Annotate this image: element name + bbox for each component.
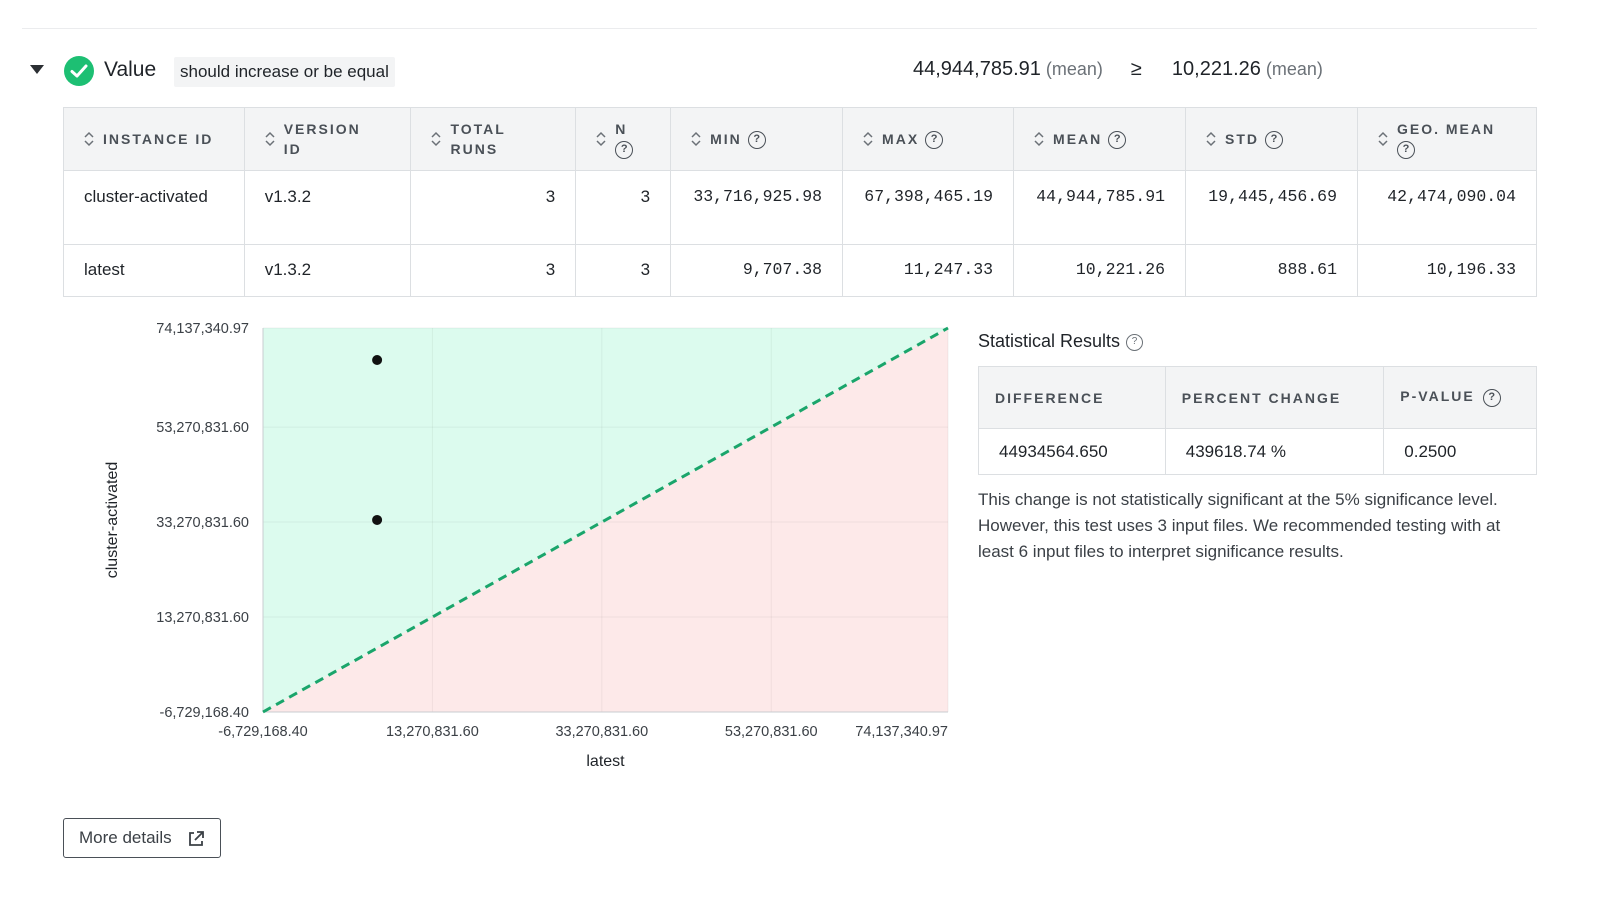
cell-n: 3: [575, 170, 672, 245]
stats-table: INSTANCE ID VERSION ID TOTAL RUNS N? MIN…: [63, 107, 1537, 297]
more-details-button[interactable]: More details: [63, 818, 221, 858]
cell-instance-id: cluster-activated: [63, 170, 245, 245]
x-tick-label: 13,270,831.60: [386, 724, 479, 740]
data-point: [372, 355, 383, 365]
cell-max: 67,398,465.19: [842, 170, 1015, 245]
col-percent-change: PERCENT CHANGE: [1165, 366, 1385, 429]
col-std[interactable]: STD?: [1185, 107, 1358, 171]
col-instance-id[interactable]: INSTANCE ID: [63, 107, 245, 171]
cell-mean: 10,221.26: [1013, 244, 1187, 297]
sort-icon: [596, 131, 606, 147]
cell-total-runs: 3: [410, 244, 577, 297]
sort-icon: [1378, 131, 1388, 147]
col-geo-mean[interactable]: GEO. MEAN?: [1357, 107, 1537, 171]
cell-geo-mean: 42,474,090.04: [1357, 170, 1537, 245]
help-icon[interactable]: ?: [1482, 388, 1501, 407]
sort-icon: [1206, 131, 1216, 147]
lhs-unit: (mean): [1045, 59, 1103, 79]
table-header-row: DIFFERENCE PERCENT CHANGE P-VALUE?: [978, 366, 1537, 429]
cell-n: 3: [575, 244, 672, 297]
significance-note: This change is not statistically signifi…: [978, 490, 1501, 561]
col-difference: DIFFERENCE: [978, 366, 1166, 429]
help-icon[interactable]: ?: [925, 131, 944, 150]
col-mean[interactable]: MEAN?: [1013, 107, 1187, 171]
collapse-caret-icon[interactable]: [30, 65, 44, 74]
statistical-results-title: Statistical Results?: [978, 331, 1144, 352]
y-tick-label: 13,270,831.60: [156, 610, 249, 626]
help-icon[interactable]: ?: [1397, 141, 1415, 160]
x-axis-label: latest: [586, 753, 625, 770]
help-icon[interactable]: ?: [1265, 131, 1284, 150]
table-row: 44934564.650 439618.74 % 0.2500: [978, 428, 1537, 475]
scatter-chart: 74,137,340.97 53,270,831.60 33,270,831.60 1…: [104, 321, 949, 770]
rhs-value: 10,221.26: [1171, 58, 1261, 80]
sort-icon: [863, 131, 873, 147]
comparison-summary: 44,944,785.91 (mean) ≥10,221.26 (mean): [913, 58, 1323, 81]
x-tick-label: 74,137,340.97: [855, 724, 948, 740]
cell-std: 19,445,456.69: [1185, 170, 1358, 245]
sort-icon: [84, 131, 94, 147]
cell-percent-change: 439618.74 %: [1165, 428, 1385, 475]
cell-min: 9,707.38: [670, 244, 844, 297]
table-row: latest v1.3.2 3 3 9,707.38 11,247.33 10,…: [63, 244, 1537, 297]
y-tick-label: 74,137,340.97: [156, 321, 249, 337]
cell-std: 888.61: [1185, 244, 1358, 297]
comparison-operator: ≥: [1130, 58, 1142, 80]
col-total-runs[interactable]: TOTAL RUNS: [410, 107, 577, 171]
external-link-icon: [189, 831, 204, 846]
col-min[interactable]: MIN?: [670, 107, 844, 171]
cell-min: 33,716,925.98: [670, 170, 844, 245]
help-icon[interactable]: ?: [1108, 131, 1127, 150]
col-version-id[interactable]: VERSION ID: [244, 107, 412, 171]
y-tick-label: -6,729,168.40: [160, 705, 250, 721]
col-max[interactable]: MAX?: [842, 107, 1015, 171]
cell-difference: 44934564.650: [978, 428, 1166, 475]
data-point: [372, 514, 383, 525]
help-icon[interactable]: ?: [615, 141, 634, 160]
x-tick-label: 53,270,831.60: [725, 724, 818, 740]
cell-version-id: v1.3.2: [244, 170, 412, 245]
cell-geo-mean: 10,196.33: [1357, 244, 1537, 297]
reference-line: [262, 326, 949, 714]
statistical-results-table: DIFFERENCE PERCENT CHANGE P-VALUE? 44934…: [978, 366, 1537, 475]
x-tick-label: -6,729,168.40: [218, 724, 308, 740]
cell-mean: 44,944,785.91: [1013, 170, 1187, 245]
col-n[interactable]: N?: [575, 107, 672, 171]
help-icon[interactable]: ?: [747, 131, 766, 150]
sort-icon: [1034, 131, 1044, 147]
y-tick-label: 53,270,831.60: [156, 420, 249, 436]
lhs-value: 44,944,785.91: [913, 58, 1041, 80]
condition-chip: should increase or be equal: [174, 57, 395, 87]
sort-icon: [691, 131, 701, 147]
cell-total-runs: 3: [410, 170, 577, 245]
table-header-row: INSTANCE ID VERSION ID TOTAL RUNS N? MIN…: [63, 107, 1537, 171]
sort-icon: [265, 131, 275, 147]
top-divider: [22, 28, 1537, 29]
table-row: cluster-activated v1.3.2 3 3 33,716,925.…: [63, 170, 1537, 245]
metric-header: Value should increase or be equal 44,944…: [28, 52, 1428, 92]
y-tick-label: 33,270,831.60: [156, 515, 249, 531]
x-tick-label: 33,270,831.60: [555, 724, 648, 740]
sort-icon: [431, 131, 442, 147]
cell-version-id: v1.3.2: [244, 244, 412, 297]
metric-name: Value: [104, 58, 157, 81]
cell-p-value: 0.2500: [1404, 441, 1457, 461]
rhs-unit: (mean): [1265, 59, 1323, 79]
y-axis-label: cluster-activated: [104, 462, 121, 579]
cell-instance-id: latest: [63, 244, 245, 297]
col-p-value: P-VALUE?: [1383, 366, 1537, 429]
help-icon[interactable]: ?: [1126, 333, 1144, 351]
check-circle-icon: [64, 56, 94, 86]
cell-max: 11,247.33: [842, 244, 1015, 297]
